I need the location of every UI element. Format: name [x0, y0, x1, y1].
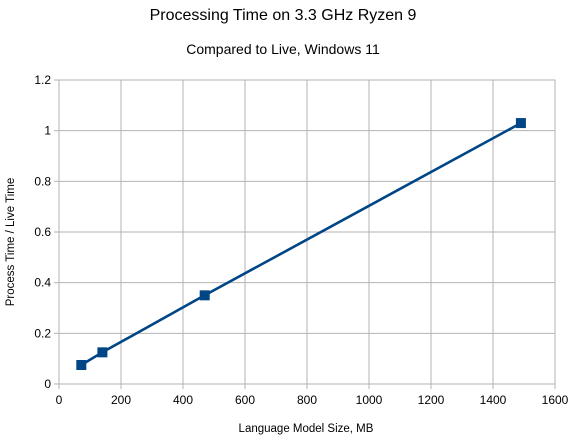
x-tick-label: 1200 [418, 393, 445, 407]
x-tick-label: 800 [297, 393, 317, 407]
data-point-marker [199, 290, 210, 301]
y-tick-label: 0 [44, 377, 51, 391]
chart-title: Processing Time on 3.3 GHz Ryzen 9 [150, 7, 417, 24]
data-point-marker [97, 347, 108, 358]
x-tick-label: 0 [56, 393, 63, 407]
x-tick-label: 600 [235, 393, 255, 407]
data-series [76, 118, 526, 370]
y-tick-label: 0.6 [34, 225, 51, 239]
y-tick-label: 1.2 [34, 73, 51, 87]
data-point-marker [515, 118, 526, 129]
gridlines [58, 79, 556, 385]
x-tick-label: 1000 [356, 393, 383, 407]
x-tick-label: 1600 [542, 393, 569, 407]
y-tick-label: 1 [44, 124, 51, 138]
x-tick-label: 200 [111, 393, 131, 407]
y-tick-label: 0.8 [34, 174, 51, 188]
y-tick-label: 0.4 [34, 276, 51, 290]
axis-ticks: 0 0.2 0.4 0.6 0.8 1 1.2 0 200 400 600 800 1000 1200 14… [34, 73, 568, 407]
series-line [80, 121, 522, 367]
y-axis-label: Process Time / Live Time [5, 178, 17, 306]
data-point-marker [76, 360, 87, 370]
x-axis-label: Language Model Size, MB [239, 423, 374, 435]
chart-subtitle: Compared to Live, Windows 11 [186, 41, 380, 57]
y-tick-label: 0.2 [34, 326, 51, 340]
x-tick-label: 400 [173, 393, 193, 407]
x-tick-label: 1400 [480, 393, 507, 407]
